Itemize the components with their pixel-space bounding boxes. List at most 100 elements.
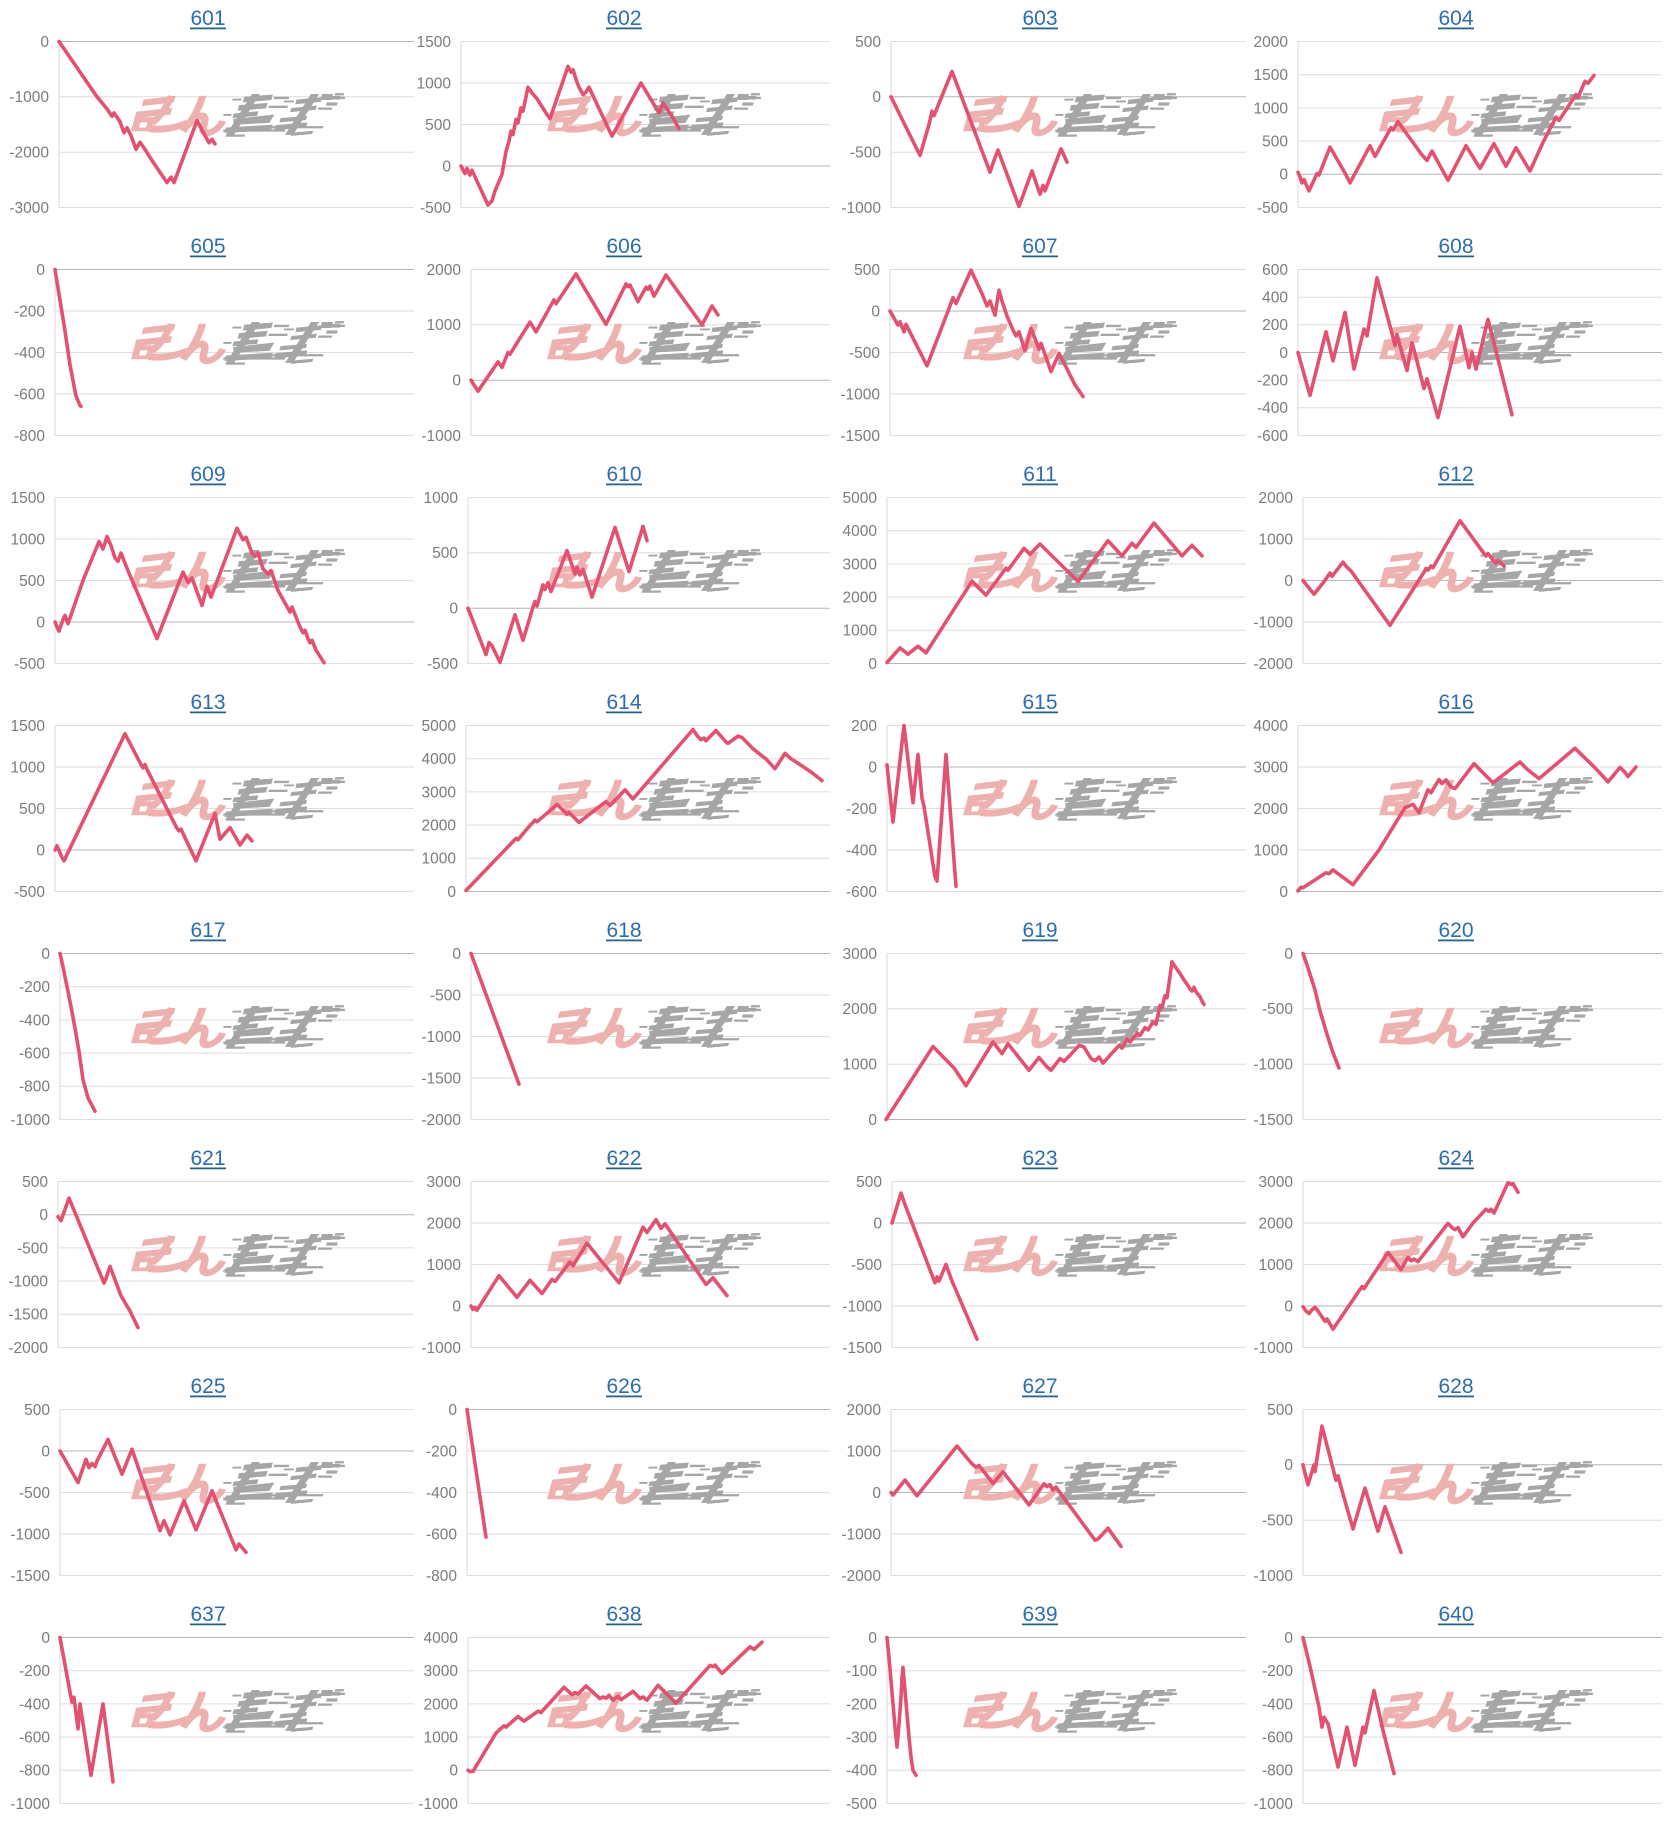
svg-text:2000: 2000 — [1259, 490, 1294, 507]
svg-text:3000: 3000 — [1254, 759, 1289, 776]
svg-text:500: 500 — [855, 34, 881, 51]
svg-text:621: 621 — [190, 1147, 225, 1170]
svg-text:2000: 2000 — [1254, 34, 1289, 51]
svg-text:2000: 2000 — [422, 818, 457, 835]
svg-text:1000: 1000 — [1254, 842, 1289, 859]
svg-text:200: 200 — [851, 718, 877, 735]
svg-text:2000: 2000 — [427, 1215, 462, 1232]
svg-text:0: 0 — [39, 1207, 48, 1224]
svg-text:500: 500 — [1267, 1402, 1293, 1419]
svg-text:-500: -500 — [851, 1257, 882, 1274]
svg-text:0: 0 — [452, 1298, 461, 1315]
svg-text:4000: 4000 — [422, 751, 457, 768]
svg-text:604: 604 — [1438, 7, 1473, 30]
svg-text:616: 616 — [1438, 691, 1473, 714]
svg-text:640: 640 — [1438, 1603, 1473, 1626]
svg-text:-1000: -1000 — [9, 89, 49, 106]
svg-text:-600: -600 — [14, 386, 45, 403]
svg-text:-600: -600 — [846, 884, 877, 901]
svg-text:0: 0 — [41, 1443, 50, 1460]
svg-text:4000: 4000 — [1254, 718, 1289, 735]
svg-text:-1000: -1000 — [10, 1112, 50, 1129]
svg-text:1000: 1000 — [1254, 100, 1289, 117]
svg-text:-1500: -1500 — [842, 1340, 882, 1357]
svg-text:-1500: -1500 — [8, 1307, 48, 1324]
svg-text:-600: -600 — [1257, 428, 1288, 445]
svg-text:-400: -400 — [19, 1012, 50, 1029]
svg-text:620: 620 — [1438, 919, 1473, 942]
svg-text:-600: -600 — [1262, 1730, 1293, 1747]
svg-text:622: 622 — [606, 1147, 641, 1170]
svg-text:-800: -800 — [19, 1763, 50, 1780]
svg-text:609: 609 — [190, 463, 225, 486]
svg-text:-800: -800 — [19, 1079, 50, 1096]
svg-text:-600: -600 — [19, 1730, 50, 1747]
svg-text:0: 0 — [1284, 1298, 1293, 1315]
svg-text:1000: 1000 — [427, 1257, 462, 1274]
svg-text:-1500: -1500 — [1253, 1112, 1293, 1129]
svg-text:623: 623 — [1022, 1147, 1057, 1170]
svg-text:613: 613 — [190, 691, 225, 714]
svg-text:0: 0 — [442, 158, 451, 175]
svg-text:1000: 1000 — [424, 490, 459, 507]
svg-text:0: 0 — [868, 656, 877, 673]
svg-text:-400: -400 — [1257, 400, 1288, 417]
svg-text:2000: 2000 — [847, 1402, 882, 1419]
svg-text:0: 0 — [872, 89, 881, 106]
svg-text:-400: -400 — [19, 1696, 50, 1713]
svg-text:500: 500 — [1262, 134, 1288, 151]
svg-text:0: 0 — [1279, 345, 1288, 362]
svg-text:-800: -800 — [426, 1568, 457, 1585]
svg-text:3000: 3000 — [843, 946, 878, 963]
svg-text:-2000: -2000 — [841, 1568, 881, 1585]
svg-text:618: 618 — [606, 919, 641, 942]
svg-text:0: 0 — [40, 34, 49, 51]
svg-text:2000: 2000 — [1259, 1215, 1294, 1232]
svg-text:1000: 1000 — [417, 75, 452, 92]
svg-text:500: 500 — [432, 545, 458, 562]
svg-text:-500: -500 — [1262, 1001, 1293, 1018]
svg-text:1000: 1000 — [427, 317, 462, 334]
svg-text:0: 0 — [449, 1763, 458, 1780]
svg-text:601: 601 — [190, 7, 225, 30]
svg-text:2000: 2000 — [843, 590, 878, 607]
svg-text:2000: 2000 — [1254, 801, 1289, 818]
svg-text:-300: -300 — [846, 1730, 877, 1747]
svg-text:-100: -100 — [846, 1663, 877, 1680]
svg-text:-1000: -1000 — [1253, 1568, 1293, 1585]
svg-text:-1000: -1000 — [842, 1298, 882, 1315]
svg-text:-200: -200 — [1257, 373, 1288, 390]
svg-text:607: 607 — [1022, 235, 1057, 258]
svg-text:-400: -400 — [1262, 1696, 1293, 1713]
svg-text:-500: -500 — [850, 145, 881, 162]
svg-text:-200: -200 — [14, 303, 45, 320]
svg-text:-1000: -1000 — [1253, 1796, 1293, 1813]
svg-text:-200: -200 — [19, 1663, 50, 1680]
svg-text:617: 617 — [190, 919, 225, 942]
svg-text:5000: 5000 — [843, 490, 878, 507]
svg-text:-1000: -1000 — [841, 1526, 881, 1543]
svg-text:-500: -500 — [846, 1796, 877, 1813]
svg-text:615: 615 — [1022, 691, 1057, 714]
svg-text:-1000: -1000 — [841, 200, 881, 217]
svg-text:1500: 1500 — [1254, 67, 1289, 84]
svg-text:603: 603 — [1022, 7, 1057, 30]
svg-text:637: 637 — [190, 1603, 225, 1626]
svg-text:0: 0 — [1279, 884, 1288, 901]
svg-text:-1000: -1000 — [421, 1340, 461, 1357]
svg-text:626: 626 — [606, 1375, 641, 1398]
svg-text:-500: -500 — [14, 884, 45, 901]
svg-text:1500: 1500 — [11, 490, 46, 507]
svg-text:500: 500 — [22, 1174, 48, 1191]
svg-text:3000: 3000 — [1259, 1174, 1294, 1191]
svg-text:0: 0 — [449, 601, 458, 618]
svg-text:0: 0 — [873, 1215, 882, 1232]
svg-text:-2000: -2000 — [9, 145, 49, 162]
svg-text:0: 0 — [447, 884, 456, 901]
svg-text:-1000: -1000 — [1253, 1057, 1293, 1074]
svg-text:1000: 1000 — [11, 759, 46, 776]
svg-text:0: 0 — [41, 1630, 50, 1647]
svg-text:4000: 4000 — [424, 1630, 459, 1647]
svg-text:1000: 1000 — [1259, 531, 1294, 548]
svg-text:0: 0 — [1279, 167, 1288, 184]
